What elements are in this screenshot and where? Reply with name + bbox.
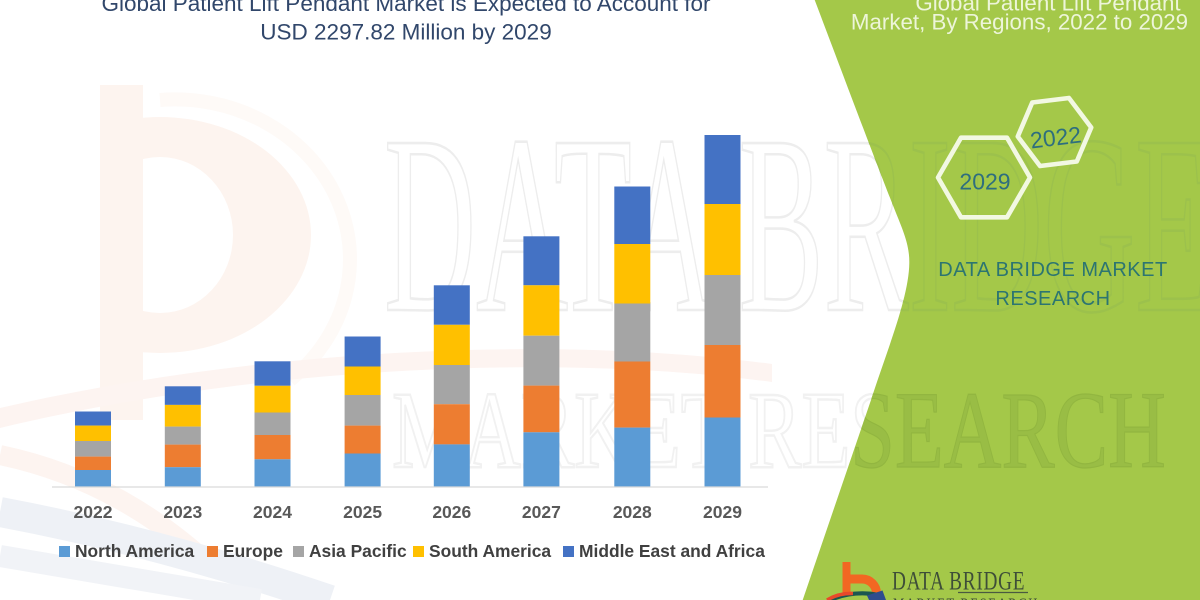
svg-text:USD 2297.82 Million by 2029: USD 2297.82 Million by 2029	[260, 20, 551, 45]
svg-text:2023: 2023	[163, 502, 202, 522]
svg-text:2022: 2022	[74, 502, 113, 522]
svg-text:South America: South America	[429, 541, 551, 561]
svg-text:Global Patient Lift Pendant: Global Patient Lift Pendant	[915, 0, 1181, 16]
svg-text:MARKET RESEARCH: MARKET RESEARCH	[392, 369, 1166, 491]
svg-text:2028: 2028	[613, 502, 652, 522]
svg-text:MARKET RESEARCH: MARKET RESEARCH	[893, 596, 1039, 600]
svg-text:North America: North America	[75, 541, 195, 561]
svg-text:2022: 2022	[1029, 121, 1083, 153]
svg-text:2025: 2025	[343, 502, 382, 522]
svg-text:DATA BRIDGE: DATA BRIDGE	[892, 567, 1025, 595]
svg-text:Middle East and Africa: Middle East and Africa	[579, 541, 765, 561]
svg-text:Global Patient Lift Pendant Ma: Global Patient Lift Pendant Market is Ex…	[101, 0, 711, 16]
svg-text:2026: 2026	[432, 502, 471, 522]
svg-text:2029: 2029	[959, 169, 1010, 195]
svg-text:2029: 2029	[703, 502, 742, 522]
svg-text:Market, By Regions, 2022 to 20: Market, By Regions, 2022 to 2029	[851, 10, 1188, 35]
svg-text:DATA BRIDGE MARKET: DATA BRIDGE MARKET	[938, 259, 1167, 281]
svg-text:Europe: Europe	[223, 541, 283, 561]
svg-text:2024: 2024	[253, 502, 292, 522]
svg-text:Asia Pacific: Asia Pacific	[309, 541, 407, 561]
svg-text:2027: 2027	[522, 502, 561, 522]
svg-text:RESEARCH: RESEARCH	[995, 288, 1110, 310]
